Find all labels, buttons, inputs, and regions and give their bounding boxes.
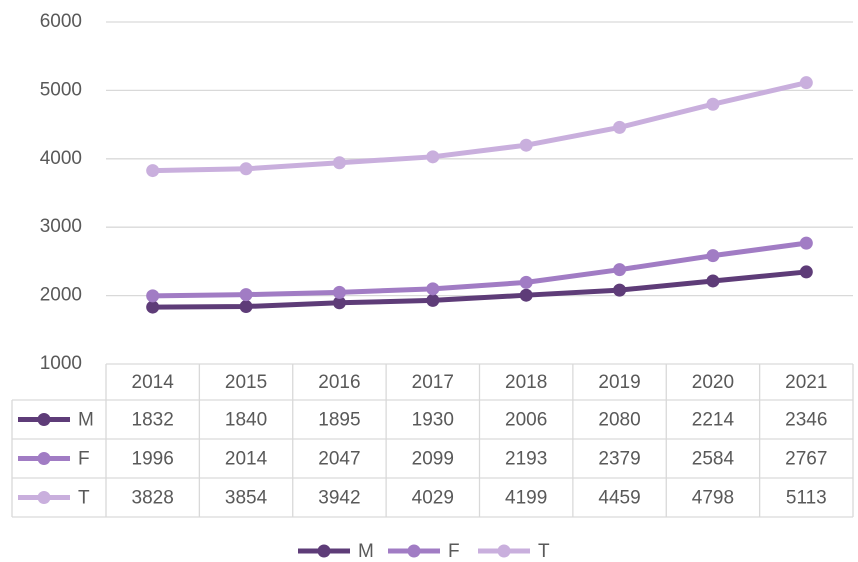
table-value: 1832: [132, 410, 174, 431]
table-value: 3854: [225, 488, 268, 509]
table-value: 2080: [598, 410, 640, 431]
data-point: [426, 293, 440, 307]
legend-label: T: [538, 541, 550, 562]
x-tick-label: 2017: [412, 372, 454, 393]
data-point: [426, 282, 440, 296]
table-value: 4798: [692, 488, 734, 509]
data-point: [519, 138, 533, 152]
data-point: [519, 288, 533, 302]
y-tick-label: 3000: [40, 216, 82, 237]
data-point: [146, 289, 160, 303]
data-point: [706, 274, 720, 288]
data-point: [239, 162, 253, 176]
data-point: [146, 164, 160, 178]
table-value: 1996: [132, 449, 174, 470]
table-value: 2346: [785, 410, 827, 431]
table-value: 4029: [412, 488, 454, 509]
y-tick-label: 5000: [40, 79, 82, 100]
table-value: 2767: [785, 449, 827, 470]
table-value: 2099: [412, 449, 454, 470]
table-series-label: T: [78, 488, 90, 509]
table-value: 2047: [318, 449, 360, 470]
legend-marker: [317, 544, 331, 558]
table-value: 4199: [505, 488, 547, 509]
data-point: [239, 288, 253, 302]
table-value: 3828: [132, 488, 174, 509]
legend-marker: [37, 413, 51, 426]
legend-marker: [497, 544, 511, 558]
table-value: 2006: [505, 410, 547, 431]
y-tick-label: 4000: [40, 148, 82, 169]
legend-marker: [37, 452, 51, 465]
data-point: [332, 285, 346, 299]
table-series-label: M: [78, 410, 94, 431]
data-point: [332, 296, 346, 310]
legend-marker: [37, 491, 51, 504]
data-point: [146, 300, 160, 314]
series-line: [152, 240, 807, 299]
data-point: [799, 265, 813, 279]
data-point: [519, 275, 533, 289]
table-value: 3942: [318, 488, 360, 509]
table-value: 4459: [598, 488, 640, 509]
y-tick-label: 1000: [40, 353, 82, 374]
data-point: [706, 97, 720, 111]
data-point: [332, 156, 346, 170]
data-point: [706, 249, 720, 263]
x-tick-label: 2018: [505, 372, 547, 393]
x-tick-label: 2020: [692, 372, 734, 393]
data-point: [613, 120, 627, 134]
table-series-label: F: [78, 449, 90, 470]
data-point: [799, 236, 813, 250]
data-point: [239, 300, 253, 314]
y-tick-label: 6000: [40, 11, 82, 32]
series-line: [152, 80, 807, 174]
table-value: 1895: [318, 410, 360, 431]
x-tick-label: 2021: [785, 372, 827, 393]
y-tick-label: 2000: [40, 285, 82, 306]
table-value: 1930: [412, 410, 454, 431]
table-value: 5113: [786, 488, 827, 509]
table-value: 2214: [692, 410, 735, 431]
table-value: 2014: [225, 449, 268, 470]
data-point: [799, 76, 813, 90]
table-value: 2584: [692, 449, 735, 470]
table-value: 2193: [505, 449, 547, 470]
legend-label: F: [448, 541, 460, 562]
data-point: [613, 283, 627, 297]
x-tick-label: 2015: [225, 372, 267, 393]
table-value: 1840: [225, 410, 267, 431]
table-value: 2379: [598, 449, 640, 470]
x-tick-label: 2014: [132, 372, 175, 393]
data-point: [613, 263, 627, 277]
series-line: [152, 269, 807, 310]
data-point: [426, 150, 440, 164]
x-tick-label: 2019: [598, 372, 640, 393]
x-tick-label: 2016: [318, 372, 360, 393]
legend-marker: [407, 544, 421, 558]
legend-label: M: [358, 541, 374, 562]
